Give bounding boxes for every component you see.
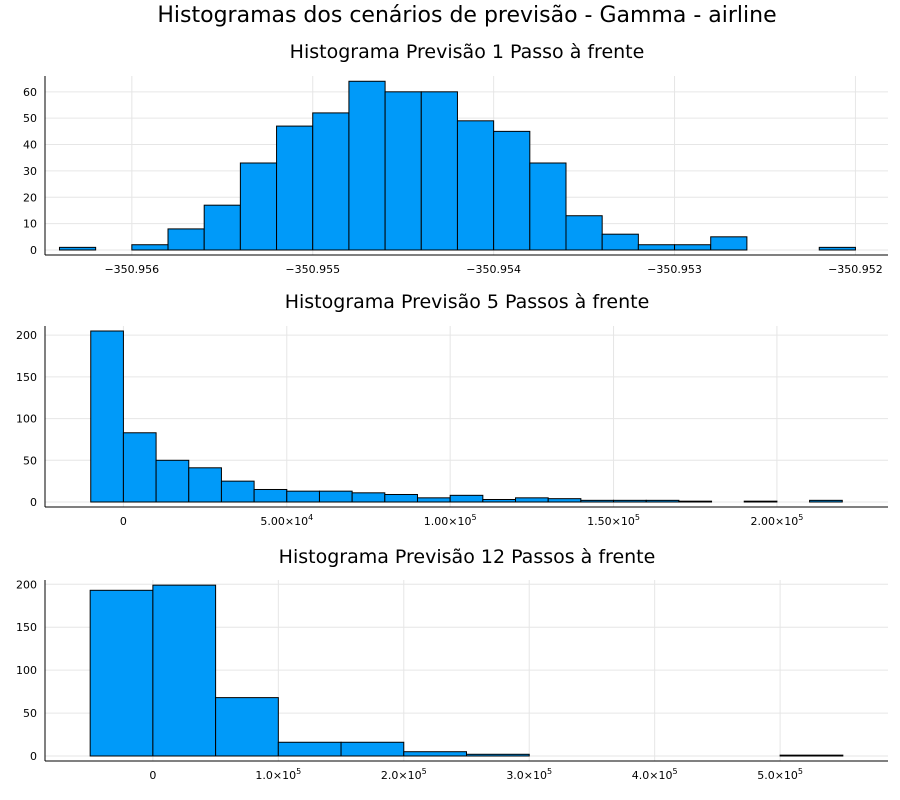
x-tick-label: 1.0×105 — [255, 767, 301, 782]
histogram-bar — [188, 467, 222, 503]
histogram-bar — [466, 753, 530, 757]
histogram-bar — [674, 244, 712, 251]
histogram-bar — [351, 492, 386, 503]
x-tick-label: −350.956 — [104, 263, 159, 276]
histogram-bar — [58, 246, 97, 251]
histogram-bar — [613, 499, 647, 503]
histogram-bar — [710, 236, 748, 251]
histogram-bar — [384, 91, 422, 251]
histogram-bar — [131, 244, 169, 251]
y-tick-label: 0 — [30, 244, 37, 257]
y-tick-label: 200 — [16, 329, 37, 342]
histogram-bar — [277, 741, 342, 757]
histogram-bar — [203, 204, 241, 251]
histogram-bar — [348, 80, 386, 251]
histogram-bar — [90, 330, 124, 503]
histogram-bar — [215, 697, 279, 757]
histogram-bar — [253, 488, 288, 503]
y-tick-label: 50 — [23, 454, 37, 467]
histogram-bar — [580, 499, 615, 503]
histogram-bar — [403, 751, 468, 757]
figure-suptitle: Histogramas dos cenários de previsão - G… — [157, 3, 776, 28]
histogram-bar — [167, 228, 205, 251]
histogram-bar — [818, 246, 856, 251]
histogram-bar — [809, 499, 843, 503]
x-tick-label: 5.0×105 — [757, 767, 803, 782]
x-tick-label: 4.0×105 — [632, 767, 678, 782]
histogram-bar — [529, 162, 567, 251]
y-tick-label: 100 — [16, 664, 37, 677]
histogram-bar — [601, 233, 639, 251]
histogram-bar — [449, 494, 484, 503]
y-tick-label: 0 — [30, 750, 37, 763]
panel-title-12-steps: Histograma Previsão 12 Passos à frente — [279, 546, 656, 568]
histogram-bar — [276, 125, 314, 251]
histogram-panel-5-steps: Histograma Previsão 5 Passos à frente 0 5… — [16, 291, 888, 528]
y-tick-label: 50 — [23, 112, 37, 125]
histogram-bar — [312, 112, 350, 251]
x-tick-label: 5.00×104 — [260, 513, 313, 528]
histogram-bar — [743, 500, 778, 503]
histogram-bar — [152, 584, 217, 757]
histogram-bar — [416, 497, 451, 503]
histogram-bar — [89, 589, 154, 757]
x-tick-label: −350.952 — [828, 263, 883, 276]
y-tick-label: 0 — [30, 496, 37, 509]
histogram-bar — [779, 754, 844, 757]
histogram-bar — [420, 91, 458, 251]
histogram-bar — [384, 493, 418, 503]
histogram-bar — [547, 498, 582, 503]
y-tick-label: 10 — [23, 218, 37, 231]
histogram-bar — [565, 215, 603, 251]
histogram-bar — [645, 499, 680, 503]
x-tick-label: 2.0×105 — [381, 767, 427, 782]
x-tick-label: 1.00×105 — [424, 513, 477, 528]
panel-title-5-steps: Histograma Previsão 5 Passos à frente — [285, 291, 650, 313]
y-tick-label: 200 — [16, 578, 37, 591]
y-tick-label: 60 — [23, 86, 37, 99]
panel-title-1-step: Histograma Previsão 1 Passo à frente — [290, 41, 645, 63]
y-tick-label: 30 — [23, 165, 37, 178]
x-tick-label: 2.00×105 — [751, 513, 804, 528]
histogram-bar — [122, 432, 157, 503]
histogram-bar — [286, 490, 320, 503]
histogram-bar — [493, 130, 531, 251]
histogram-bar — [515, 497, 549, 503]
histogram-bar — [340, 741, 405, 757]
histogram-bar — [155, 459, 190, 503]
histogram-bar — [637, 244, 676, 251]
y-tick-label: 20 — [23, 191, 37, 204]
histogram-bar — [220, 480, 255, 503]
x-tick-label: 3.0×105 — [506, 767, 552, 782]
histogram-panel-1-step: Histograma Previsão 1 Passo à frente 0 10… — [23, 41, 888, 276]
y-tick-label: 150 — [16, 371, 37, 384]
x-tick-label: 0 — [120, 515, 127, 528]
y-tick-label: 100 — [16, 413, 37, 426]
histogram-bar — [678, 500, 713, 503]
histogram-panel-12-steps: Histograma Previsão 12 Passos à frente 0… — [16, 546, 888, 782]
x-tick-label: 0 — [149, 769, 156, 782]
x-tick-label: −350.955 — [285, 263, 340, 276]
x-tick-label: 1.50×105 — [587, 513, 640, 528]
histogram-bar — [456, 120, 495, 251]
histogram-bar — [318, 490, 353, 503]
x-tick-label: −350.953 — [647, 263, 702, 276]
x-tick-label: −350.954 — [466, 263, 521, 276]
histogram-bar — [482, 498, 517, 503]
histogram-bar — [239, 162, 278, 251]
y-tick-label: 40 — [23, 139, 37, 152]
y-tick-label: 150 — [16, 621, 37, 634]
y-tick-label: 50 — [23, 707, 37, 720]
